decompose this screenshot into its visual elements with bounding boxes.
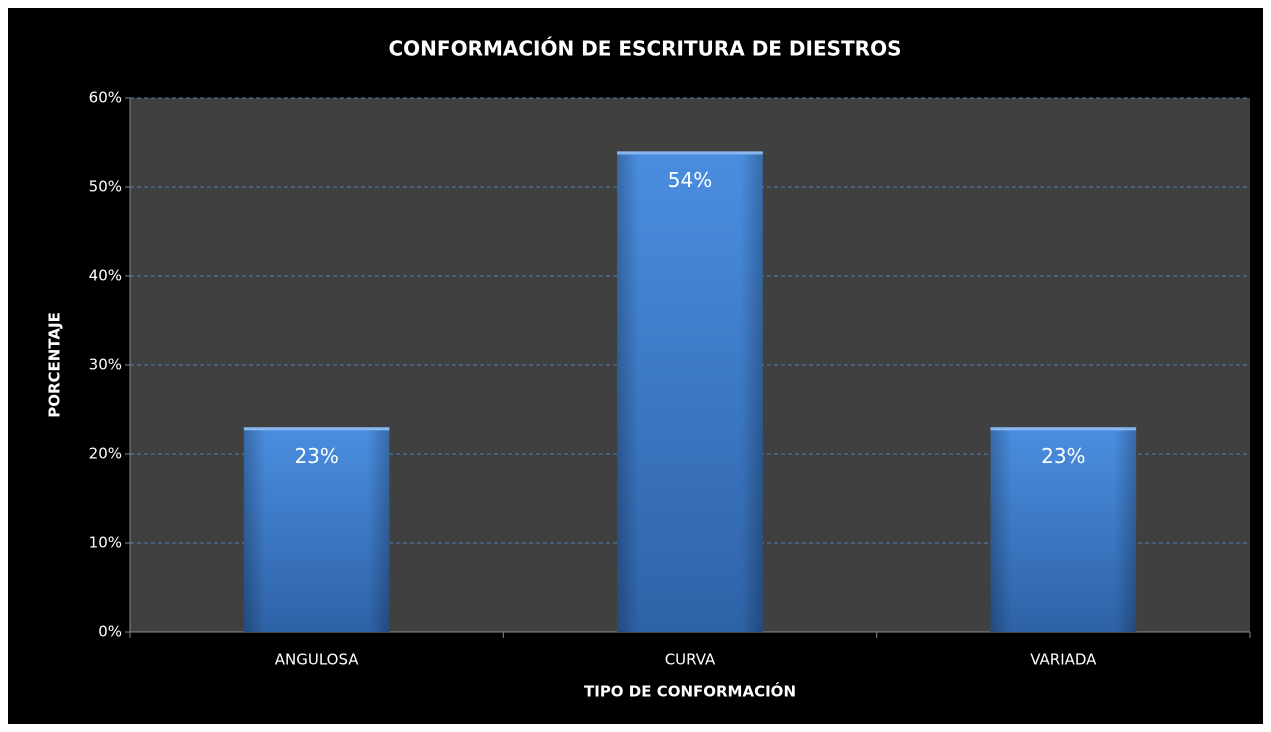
bar-shade bbox=[990, 427, 1137, 632]
bar-highlight bbox=[617, 151, 763, 155]
x-tick-label: VARIADA bbox=[1030, 651, 1097, 669]
y-tick-label: 40% bbox=[89, 267, 122, 285]
y-axis-label: PORCENTAJE bbox=[46, 312, 64, 418]
x-tick-label: CURVA bbox=[665, 651, 716, 669]
value-label: 23% bbox=[294, 444, 338, 468]
value-label: 23% bbox=[1041, 444, 1085, 468]
y-tick-label: 0% bbox=[98, 623, 122, 641]
y-tick-label: 60% bbox=[89, 89, 122, 107]
value-label: 54% bbox=[668, 168, 712, 192]
chart-title: CONFORMACIÓN DE ESCRITURA DE DIESTROS bbox=[388, 37, 901, 61]
y-tick-label: 30% bbox=[89, 356, 122, 374]
x-tick-label: ANGULOSA bbox=[275, 651, 360, 669]
bar-shade bbox=[617, 151, 763, 632]
bar-shade bbox=[243, 427, 390, 632]
bar-highlight bbox=[243, 427, 390, 431]
y-tick-label: 10% bbox=[89, 534, 122, 552]
y-tick-label: 20% bbox=[89, 445, 122, 463]
bar-highlight bbox=[990, 427, 1137, 431]
x-axis-label: TIPO DE CONFORMACIÓN bbox=[584, 682, 796, 701]
y-tick-label: 50% bbox=[89, 178, 122, 196]
